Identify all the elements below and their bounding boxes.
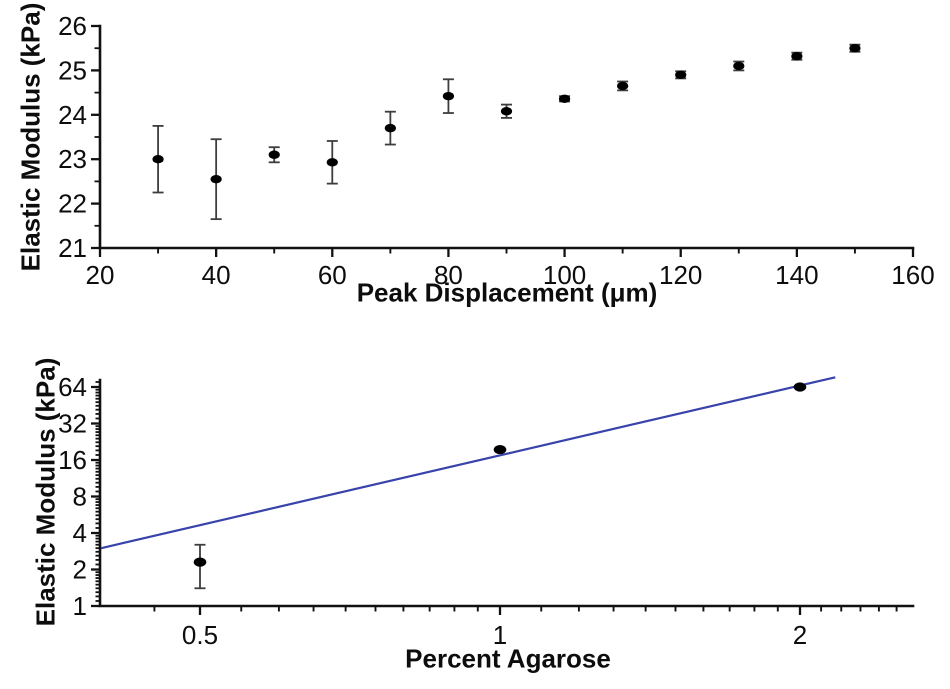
y-tick-label: 1 [73, 591, 87, 621]
data-point [791, 51, 803, 61]
y-tick-label: 16 [58, 445, 87, 475]
y-tick-label: 22 [58, 189, 87, 219]
data-point [384, 123, 396, 133]
data-point [193, 557, 207, 567]
data-point [500, 107, 513, 116]
x-tick-label: 140 [775, 260, 818, 290]
x-tick-label: 40 [202, 260, 231, 290]
y-tick-label: 64 [58, 372, 87, 402]
x-tick-label: 60 [318, 260, 347, 290]
y-tick-label: 21 [58, 233, 87, 263]
data-point [733, 61, 745, 71]
axes [98, 24, 915, 250]
data-point [326, 158, 338, 167]
y-tick-label: 2 [73, 555, 87, 585]
x-tick-label: 2 [793, 620, 807, 650]
y-tick-label: 26 [58, 11, 87, 41]
x-tick-label: 1 [493, 620, 507, 650]
data-point [675, 70, 687, 80]
data-point [558, 94, 571, 104]
y-tick-label: 4 [73, 518, 87, 548]
x-tick-label: 100 [543, 260, 586, 290]
y-tick-label: 25 [58, 55, 87, 85]
top-chart-y-axis-title: Elastic Modulus (kPa) [15, 2, 46, 272]
bottom-chart-x-axis-title: Percent Agarose [405, 643, 611, 674]
y-tick-label: 23 [58, 144, 87, 174]
y-tick-label: 32 [58, 409, 87, 439]
bottom-chart-y-axis-title: Elastic Modulus (kPa) [30, 357, 61, 627]
x-tick-label: 20 [86, 260, 115, 290]
x-tick-label: 0.5 [182, 620, 218, 650]
data-point [268, 150, 280, 159]
bottom-chart: 0.5 1 2 1 2 4 8 16 32 64 [58, 372, 915, 650]
data-point [617, 81, 629, 91]
fit-line [101, 376, 836, 550]
y-tick-label: 24 [58, 100, 87, 130]
data-point [793, 382, 807, 392]
top-chart-x-axis-title: Peak Displacement (μm) [356, 277, 658, 308]
data-point [152, 155, 164, 164]
data-point [493, 444, 507, 455]
x-tick-label: 160 [891, 260, 934, 290]
data-point [210, 174, 222, 184]
y-tick-label: 8 [73, 482, 87, 512]
x-tick-label: 120 [659, 260, 702, 290]
top-chart: 20 40 60 80 100 120 140 160 21 22 23 24 25 26 [58, 11, 935, 290]
data-point [849, 44, 861, 53]
x-tick-label: 80 [434, 260, 463, 290]
axes [98, 378, 915, 608]
data-point [442, 91, 455, 101]
